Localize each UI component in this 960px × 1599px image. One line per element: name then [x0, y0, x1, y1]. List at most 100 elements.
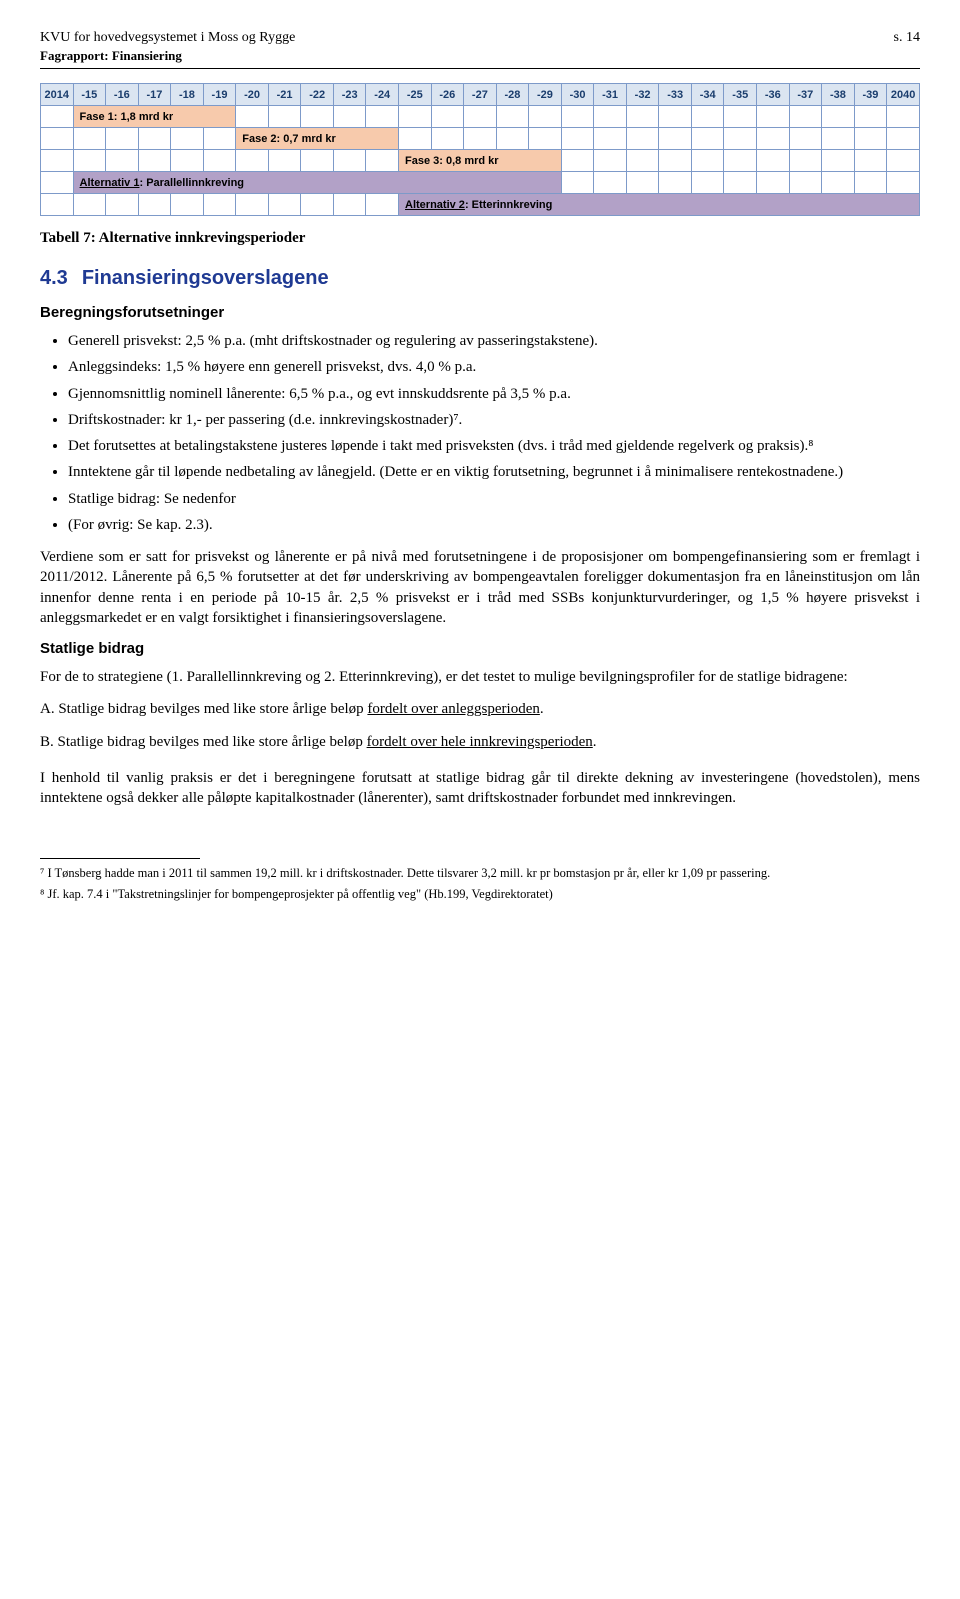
- empty-cell: [73, 128, 106, 150]
- table-caption: Tabell 7: Alternative innkrevingsperiode…: [40, 230, 920, 247]
- empty-cell: [757, 106, 790, 128]
- empty-cell: [626, 106, 659, 128]
- footnote-8: ⁸ Jf. kap. 7.4 i "Takstretningslinjer fo…: [40, 886, 920, 902]
- empty-cell: [138, 194, 171, 216]
- empty-cell: [659, 128, 692, 150]
- empty-cell: [366, 194, 399, 216]
- empty-cell: [431, 128, 464, 150]
- empty-cell: [301, 150, 334, 172]
- empty-cell: [691, 128, 724, 150]
- empty-cell: [236, 106, 269, 128]
- empty-cell: [822, 128, 855, 150]
- empty-cell: [73, 194, 106, 216]
- empty-cell: [41, 194, 74, 216]
- list-item: Driftskostnader: kr 1,- per passering (d…: [68, 410, 920, 430]
- bullet-list: Generell prisvekst: 2,5 % p.a. (mht drif…: [68, 331, 920, 535]
- empty-cell: [236, 194, 269, 216]
- year-header: -26: [431, 84, 464, 106]
- empty-cell: [203, 128, 236, 150]
- page-header: KVU for hovedvegsystemet i Moss og Rygge…: [40, 30, 920, 46]
- phase-3: Fase 3: 0,8 mrd kr: [399, 150, 562, 172]
- empty-cell: [659, 172, 692, 194]
- empty-cell: [171, 150, 204, 172]
- empty-cell: [41, 150, 74, 172]
- empty-cell: [854, 128, 887, 150]
- alt-2: Alternativ 2: Etterinnkreving: [399, 194, 920, 216]
- footnote-7: ⁷ I Tønsberg hadde man i 2011 til sammen…: [40, 865, 920, 881]
- year-header: 2040: [887, 84, 920, 106]
- phase-2: Fase 2: 0,7 mrd kr: [236, 128, 399, 150]
- alt-1: Alternativ 1: Parallellinnkreving: [73, 172, 561, 194]
- year-header: -18: [171, 84, 204, 106]
- empty-cell: [561, 150, 594, 172]
- empty-cell: [529, 106, 562, 128]
- empty-cell: [724, 128, 757, 150]
- empty-cell: [366, 106, 399, 128]
- empty-cell: [301, 194, 334, 216]
- empty-cell: [724, 106, 757, 128]
- empty-cell: [464, 106, 497, 128]
- body-para-3: I henhold til vanlig praksis er det i be…: [40, 768, 920, 809]
- empty-cell: [789, 128, 822, 150]
- list-item: Generell prisvekst: 2,5 % p.a. (mht drif…: [68, 331, 920, 351]
- empty-cell: [171, 128, 204, 150]
- year-header: -24: [366, 84, 399, 106]
- year-header: -32: [626, 84, 659, 106]
- empty-cell: [789, 172, 822, 194]
- list-item: Statlige bidrag: Se nedenfor: [68, 489, 920, 509]
- empty-cell: [366, 150, 399, 172]
- empty-cell: [333, 106, 366, 128]
- empty-cell: [41, 128, 74, 150]
- empty-cell: [106, 194, 139, 216]
- list-item: (For øvrig: Se kap. 2.3).: [68, 515, 920, 535]
- year-header: -28: [496, 84, 529, 106]
- section-number: 4.3: [40, 267, 68, 289]
- empty-cell: [301, 106, 334, 128]
- year-header: -21: [268, 84, 301, 106]
- empty-cell: [41, 172, 74, 194]
- empty-cell: [464, 128, 497, 150]
- empty-cell: [789, 150, 822, 172]
- empty-cell: [431, 106, 464, 128]
- empty-cell: [626, 150, 659, 172]
- empty-cell: [822, 106, 855, 128]
- empty-cell: [659, 106, 692, 128]
- year-header: -31: [594, 84, 627, 106]
- body-para-1: Verdiene som er satt for prisvekst og lå…: [40, 547, 920, 628]
- empty-cell: [626, 128, 659, 150]
- empty-cell: [496, 128, 529, 150]
- empty-cell: [724, 172, 757, 194]
- empty-cell: [268, 150, 301, 172]
- empty-cell: [138, 150, 171, 172]
- year-header: -27: [464, 84, 497, 106]
- empty-cell: [333, 194, 366, 216]
- empty-cell: [887, 106, 920, 128]
- empty-cell: [822, 150, 855, 172]
- year-header: -29: [529, 84, 562, 106]
- header-sub: Fagrapport: Finansiering: [40, 48, 920, 64]
- year-header: -38: [822, 84, 855, 106]
- list-item: Gjennomsnittlig nominell lånerente: 6,5 …: [68, 384, 920, 404]
- year-header: -17: [138, 84, 171, 106]
- year-header: -16: [106, 84, 139, 106]
- empty-cell: [399, 106, 432, 128]
- list-item: Det forutsettes at betalingstakstene jus…: [68, 436, 920, 456]
- phase-1: Fase 1: 1,8 mrd kr: [73, 106, 236, 128]
- year-header: -22: [301, 84, 334, 106]
- list-item: Inntektene går til løpende nedbetaling a…: [68, 462, 920, 482]
- empty-cell: [691, 172, 724, 194]
- year-header: -25: [399, 84, 432, 106]
- empty-cell: [268, 106, 301, 128]
- empty-cell: [203, 194, 236, 216]
- year-header: -30: [561, 84, 594, 106]
- gantt-chart: 2014-15-16-17-18-19-20-21-22-23-24-25-26…: [40, 83, 920, 216]
- empty-cell: [887, 128, 920, 150]
- empty-cell: [887, 150, 920, 172]
- option-b: B. Statlige bidrag bevilges med like sto…: [40, 732, 920, 752]
- list-item: Anleggsindeks: 1,5 % høyere enn generell…: [68, 357, 920, 377]
- empty-cell: [659, 150, 692, 172]
- empty-cell: [41, 106, 74, 128]
- year-header: -35: [724, 84, 757, 106]
- empty-cell: [496, 106, 529, 128]
- empty-cell: [887, 172, 920, 194]
